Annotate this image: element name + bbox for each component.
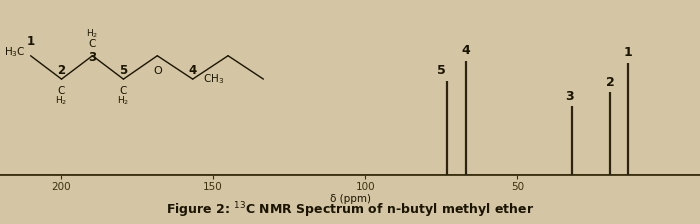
Text: H$_3$C: H$_3$C	[4, 45, 25, 59]
Text: C: C	[58, 86, 65, 96]
Text: 3: 3	[88, 51, 97, 64]
Text: H$_2$: H$_2$	[55, 95, 68, 108]
Text: CH$_3$: CH$_3$	[203, 72, 224, 86]
Text: C: C	[89, 39, 96, 49]
Text: C: C	[120, 86, 127, 96]
Text: 1: 1	[623, 46, 632, 59]
Text: 2: 2	[606, 76, 615, 89]
Text: Figure 2: $^{13}$C NMR Spectrum of n-butyl methyl ether: Figure 2: $^{13}$C NMR Spectrum of n-but…	[166, 200, 534, 220]
Text: 3: 3	[565, 90, 573, 103]
Text: 5: 5	[119, 64, 127, 77]
Text: 2: 2	[57, 64, 66, 77]
Text: 4: 4	[461, 44, 470, 57]
Text: O: O	[153, 66, 162, 76]
Text: 5: 5	[437, 64, 446, 77]
X-axis label: δ (ppm): δ (ppm)	[330, 194, 370, 205]
Text: 4: 4	[188, 64, 197, 77]
Text: 1: 1	[27, 35, 34, 48]
Text: H$_2$: H$_2$	[86, 27, 99, 40]
Text: H$_2$: H$_2$	[118, 95, 130, 108]
